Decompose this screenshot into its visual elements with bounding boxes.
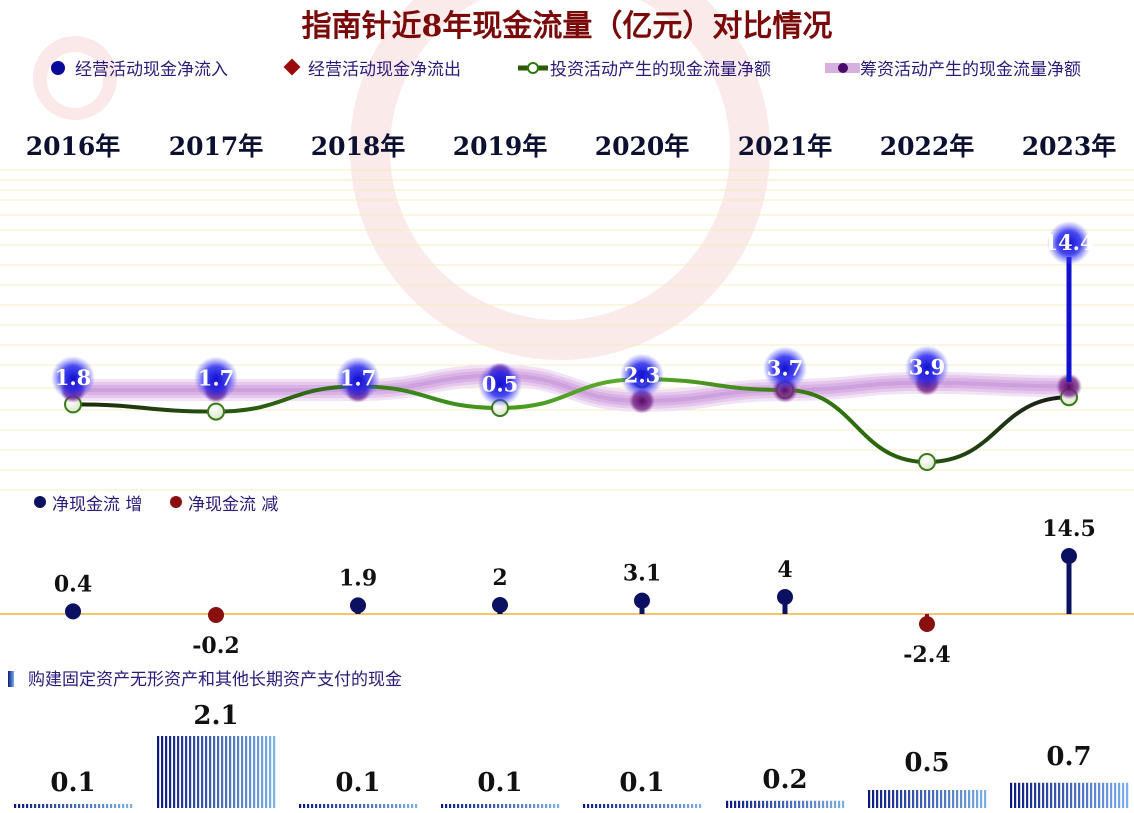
year-label: 2023年 [1022,132,1117,161]
net-flow-label: 3.1 [623,561,661,587]
investing-point [207,402,225,421]
year-label: 2020年 [595,132,690,161]
legend-marker-diamond [283,58,301,76]
year-label: 2016年 [26,132,121,161]
legend-label: 筹资活动产生的现金流量净额 [860,60,1081,80]
net-flow-point [919,616,935,632]
year-label: 2022年 [880,132,975,161]
net-flow-point [634,592,650,609]
net-flow-point [65,603,81,620]
operating-inflow-label: 14.4 [1043,230,1094,255]
operating-inflow-label: 1.8 [55,365,92,390]
legend-top: 经营活动现金净流入 经营活动现金净流出 投资活动产生的现金流量净额 筹资活动产生… [51,58,1081,80]
capex-bar [441,804,560,808]
legend-item-financing: 筹资活动产生的现金流量净额 [825,60,1081,80]
year-label: 2018年 [311,132,406,161]
operating-inflow-point [336,356,380,401]
capex-label: 0.1 [619,768,664,798]
legend-label-increase: 净现金流 增 [52,495,142,515]
chart-title: 指南针近8年现金流量（亿元）对比情况 [302,9,833,44]
net-flow-point [1061,548,1077,564]
capex-label: 0.1 [50,768,95,798]
net-cash-flow-series: 0.4 -0.2 1.9 2 3.1 4 -2.4 14.5 [54,516,1096,668]
net-flow-label: 4 [777,557,792,583]
capex-bar [1010,782,1129,808]
legend-bottom: 购建固定资产无形资产和其他长期资产支付的现金 [8,670,402,690]
year-labels: 2016年 2017年 2018年 2019年 2020年 2021年 2022年 2023年 [26,132,1117,161]
net-flow-label: -2.4 [903,642,950,668]
legend-item-operating-inflow: 经营活动现金净流入 [51,60,228,80]
operating-inflow-series: 1.8 1.7 1.7 0.5 2.3 3.7 3.9 14.4 [51,221,1095,407]
year-label: 2019年 [453,132,548,161]
capex-series: 0.1 2.1 0.1 0.1 0.1 0.2 0.5 0.7 [14,701,1129,808]
legend-label: 投资活动产生的现金流量净额 [550,60,771,80]
financing-point [1056,373,1082,400]
legend-item-investing: 投资活动产生的现金流量净额 [518,60,771,80]
operating-inflow-point [620,353,664,398]
net-flow-point [492,597,508,613]
capex-bar [14,804,133,808]
legend-label-decrease: 净现金流 减 [188,495,278,515]
capex-label: 0.5 [904,748,949,778]
capex-bar [157,736,276,808]
operating-inflow-point [51,356,95,400]
legend-mid: 净现金流 增 净现金流 减 [34,495,278,515]
year-label: 2021年 [738,132,833,161]
operating-inflow-point [478,362,522,407]
operating-inflow-label: 1.7 [340,366,377,391]
legend-label: 经营活动现金净流入 [75,60,228,80]
legend-label-capex: 购建固定资产无形资产和其他长期资产支付的现金 [28,670,402,690]
operating-inflow-label: 3.9 [909,355,946,380]
investing-point [918,453,936,471]
net-flow-label: 0.4 [54,571,92,597]
capex-label: 0.1 [477,768,522,798]
year-label: 2017年 [169,132,264,161]
operating-inflow-label: 2.3 [624,363,661,388]
net-flow-point [208,607,224,623]
net-flow-label: 14.5 [1042,516,1096,542]
net-flow-point [777,589,793,605]
net-flow-point [350,597,366,614]
capex-bar [299,804,418,808]
operating-inflow-label: 1.7 [198,366,235,391]
capex-label: 0.1 [335,768,380,798]
operating-inflow-point [763,346,807,391]
operating-inflow-point [194,356,238,401]
legend-item-operating-outflow: 经营活动现金净流出 [283,58,461,80]
capex-bar [726,800,845,808]
operating-inflow-point [905,345,949,390]
capex-bar [868,790,987,808]
net-flow-label: 1.9 [339,565,377,591]
capex-label: 0.2 [762,765,807,795]
operating-inflow-label: 3.7 [767,356,804,381]
capex-bar [583,804,702,808]
net-flow-label: -0.2 [192,633,239,659]
capex-label: 0.7 [1046,742,1091,772]
operating-inflow-label: 0.5 [482,372,519,397]
net-flow-label: 2 [492,565,507,591]
operating-inflow-point [1047,221,1091,265]
capex-label: 2.1 [193,701,238,731]
legend-label: 经营活动现金净流出 [308,60,461,80]
legend-marker-dot [51,61,65,75]
